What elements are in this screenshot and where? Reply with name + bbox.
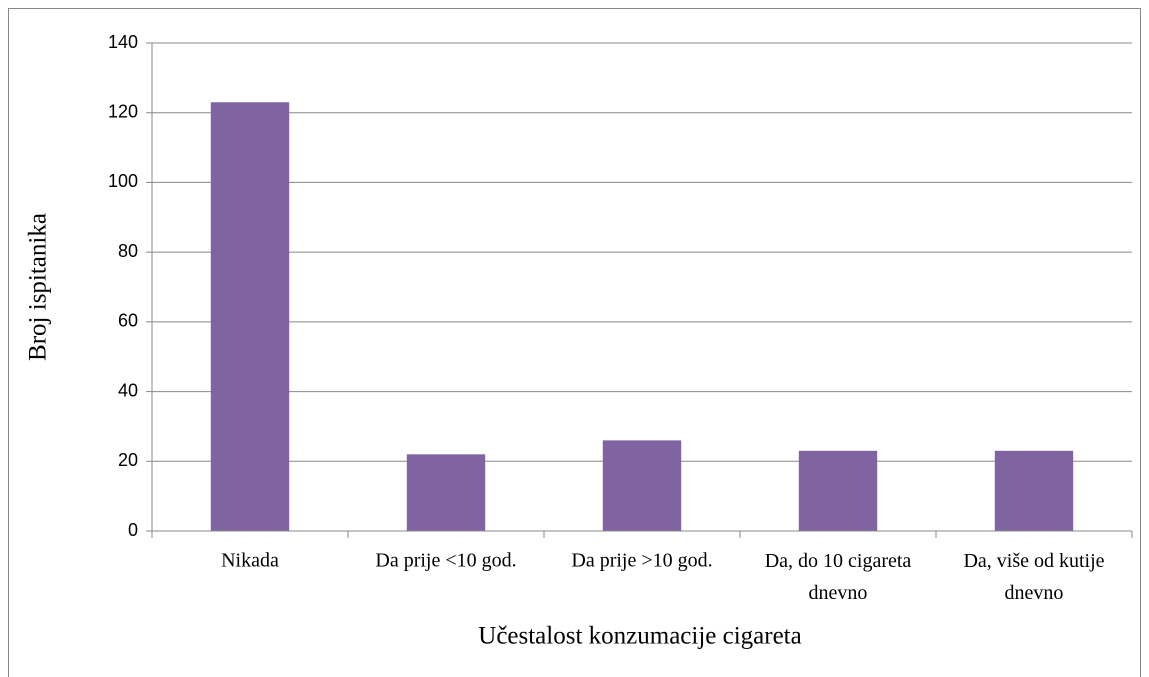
x-tick-line: dnevno — [809, 582, 868, 604]
x-tick-line: Da, više od kutije — [963, 550, 1104, 572]
bar — [602, 440, 682, 531]
x-tick-label: Da, više od kutije dnevno — [963, 550, 1104, 604]
y-tick-label: 100 — [108, 171, 138, 191]
x-tick-label: Da, do 10 cigareta dnevno — [765, 550, 912, 604]
y-tick-label: 20 — [118, 450, 138, 470]
y-tick-label: 40 — [118, 380, 138, 400]
x-tick-line: dnevno — [1005, 582, 1064, 604]
x-tick-label: Nikada — [221, 550, 279, 572]
x-tick-label: Da prije >10 god. — [571, 550, 712, 572]
y-tick-label: 0 — [128, 520, 138, 540]
frame — [8, 8, 1141, 677]
y-tick-label: 80 — [118, 241, 138, 261]
bar — [994, 450, 1074, 531]
x-axis-title: Učestalost konzumacije cigareta — [478, 623, 801, 650]
bar — [406, 454, 486, 531]
x-tick-label: Da prije <10 god. — [375, 550, 516, 572]
y-tick-label: 140 — [108, 32, 138, 52]
y-tick-label: 120 — [108, 101, 138, 121]
y-tick-label: 60 — [118, 311, 138, 331]
y-axis-title: Broj ispitanika — [25, 213, 52, 361]
bar — [210, 102, 290, 531]
x-tick-line: Da, do 10 cigareta — [765, 550, 912, 572]
bar — [798, 450, 878, 531]
